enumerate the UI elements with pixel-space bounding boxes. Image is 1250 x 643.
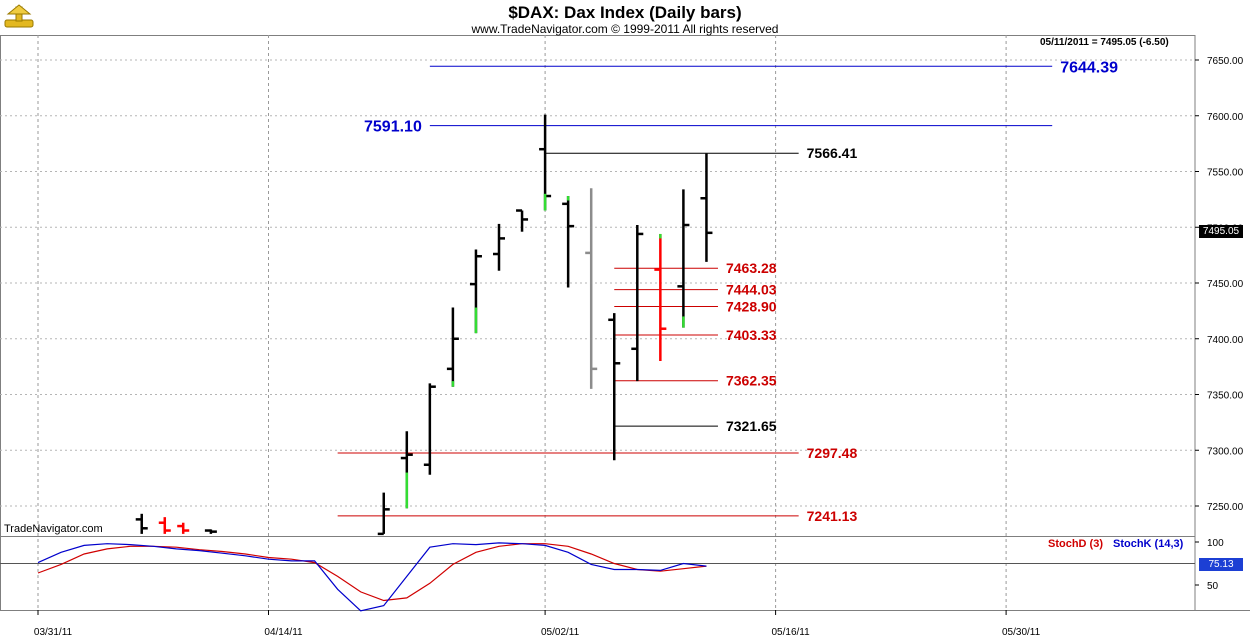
last-price-badge: 7495.05 (1199, 225, 1243, 238)
level-label: 7428.90 (726, 299, 777, 315)
y-tick-label: 7600.00 (1207, 112, 1244, 123)
chart-title: $DAX: Dax Index (Daily bars) (508, 3, 742, 22)
stoch-series-line (37, 543, 707, 602)
stoch-k-legend: StochK (14,3) (1113, 538, 1184, 550)
stoch-series-line (37, 542, 707, 612)
x-tick-label: 03/31/11 (34, 627, 73, 638)
level-label: 7444.03 (726, 282, 777, 298)
y-tick-label: 7450.00 (1207, 279, 1244, 290)
trade-navigator-logo-icon (2, 2, 36, 30)
x-tick-label: 05/16/11 (772, 627, 811, 638)
level-label: 7463.28 (726, 260, 777, 276)
level-label: 7297.48 (807, 445, 858, 461)
x-tick-label: 05/02/11 (541, 627, 580, 638)
level-label: 7403.33 (726, 327, 777, 343)
y-tick-label: 7550.00 (1207, 168, 1244, 179)
y-tick-label: 7350.00 (1207, 391, 1244, 402)
stoch-d-legend: StochD (3) (1048, 538, 1103, 550)
stoch-tick-label: 100 (1207, 538, 1224, 549)
chart-subtitle: www.TradeNavigator.com © 1999-2011 All r… (471, 22, 779, 36)
brand-watermark: TradeNavigator.com (4, 523, 103, 535)
y-tick-label: 7300.00 (1207, 446, 1244, 457)
x-tick-label: 04/14/11 (264, 627, 303, 638)
level-label: 7321.65 (726, 418, 777, 434)
y-tick-label: 7650.00 (1207, 56, 1244, 67)
y-tick-label: 7400.00 (1207, 335, 1244, 346)
level-label: 7241.13 (807, 508, 858, 524)
y-tick-label: 7250.00 (1207, 502, 1244, 513)
stoch-tick-label: 50 (1207, 581, 1219, 592)
stoch-value-badge: 75.13 (1199, 558, 1243, 571)
last-quote: 05/11/2011 = 7495.05 (-6.50) (1040, 37, 1169, 48)
level-label: 7591.10 (364, 119, 422, 136)
plot-frame (0, 35, 1196, 611)
x-tick-label: 05/30/11 (1002, 627, 1041, 638)
level-label: 7362.35 (726, 373, 777, 389)
level-label: 7644.39 (1060, 59, 1118, 76)
level-label: 7566.41 (807, 145, 858, 161)
